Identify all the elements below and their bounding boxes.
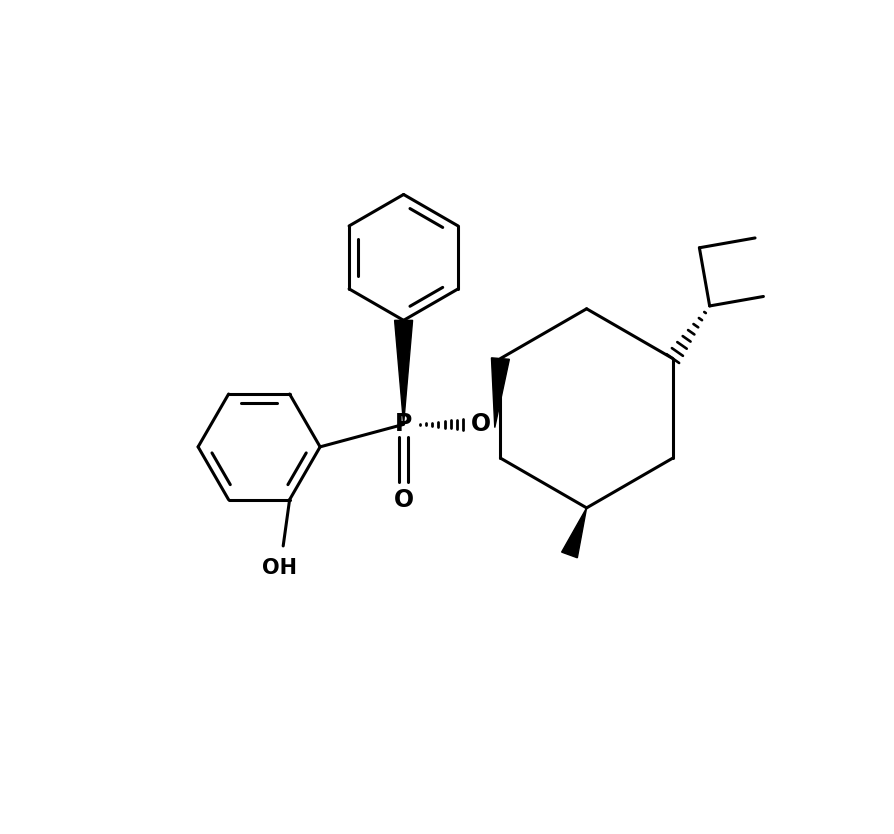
Polygon shape [561, 508, 586, 558]
Polygon shape [492, 358, 510, 428]
Polygon shape [394, 320, 412, 425]
Text: P: P [395, 412, 412, 436]
Text: OH: OH [263, 559, 298, 579]
Text: O: O [470, 412, 491, 436]
Text: O: O [393, 488, 414, 512]
